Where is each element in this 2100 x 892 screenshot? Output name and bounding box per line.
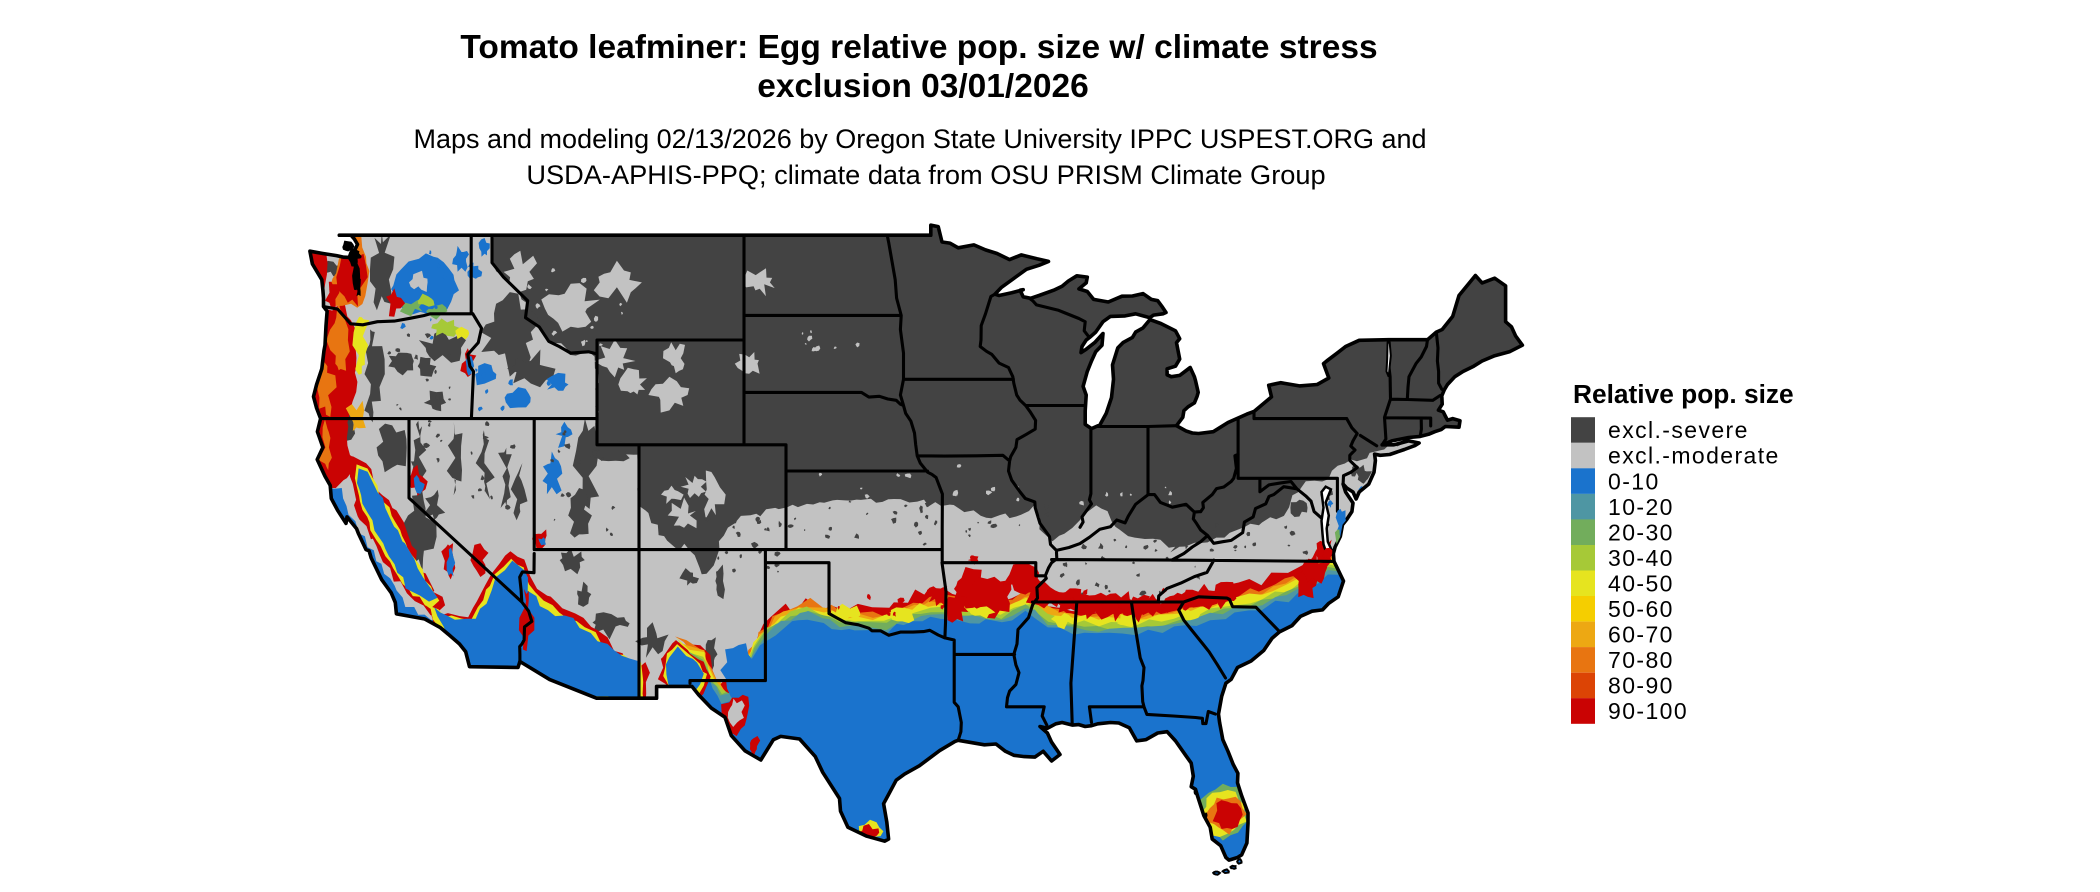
svg-text:Maps and modeling 02/13/2026 b: Maps and modeling 02/13/2026 by Oregon S… [413,124,1426,154]
svg-text:70-80: 70-80 [1608,647,1674,673]
svg-text:Relative pop. size: Relative pop. size [1573,379,1794,409]
svg-text:40-50: 40-50 [1608,571,1674,597]
svg-text:80-90: 80-90 [1608,673,1674,699]
svg-text:10-20: 10-20 [1608,494,1674,520]
svg-text:excl.-moderate: excl.-moderate [1608,443,1780,469]
svg-text:50-60: 50-60 [1608,596,1674,622]
svg-text:excl.-severe: excl.-severe [1608,417,1749,443]
svg-text:USDA-APHIS-PPQ; climate data f: USDA-APHIS-PPQ; climate data from OSU PR… [526,159,1325,190]
svg-text:0-10: 0-10 [1608,468,1660,494]
svg-text:20-30: 20-30 [1608,519,1674,545]
svg-text:60-70: 60-70 [1608,622,1674,648]
svg-text:30-40: 30-40 [1608,545,1674,571]
svg-text:90-100: 90-100 [1608,698,1688,724]
svg-text:exclusion 03/01/2026: exclusion 03/01/2026 [757,68,1089,105]
svg-text:Tomato leafminer: Egg relative: Tomato leafminer: Egg relative pop. size… [460,29,1377,66]
